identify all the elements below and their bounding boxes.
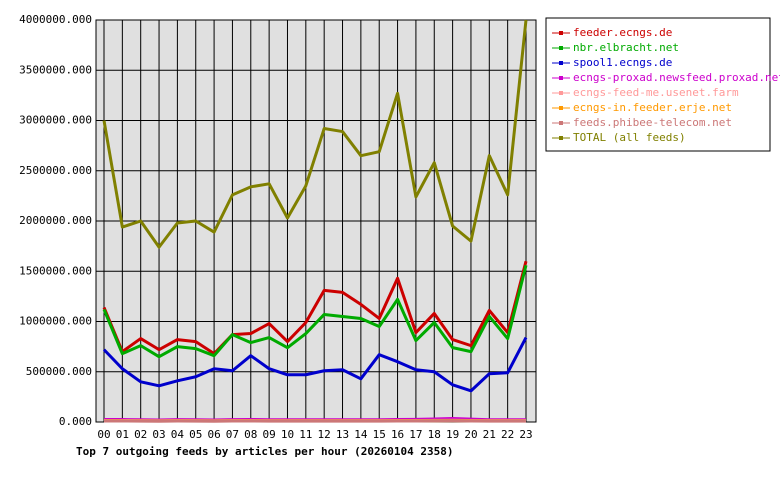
legend-label: TOTAL (all feeds) [573,131,686,144]
legend-marker [559,31,563,35]
legend-label: feeds.phibee-telecom.net [573,116,732,129]
x-tick-label: 17 [409,428,422,441]
x-tick-label: 12 [318,428,331,441]
legend-label: spool1.ecngs.de [573,56,672,69]
legend-label: ecngs-feed-me.usenet.farm [573,86,739,99]
series-line [102,260,528,356]
x-tick-label: 10 [281,428,294,441]
x-tick-label: 06 [207,428,220,441]
x-tick-label: 08 [244,428,257,441]
legend-marker [559,136,563,140]
y-tick-label: 3000000.000 [19,114,92,127]
y-tick-label: 4000000.000 [19,13,92,26]
x-tick-label: 22 [501,428,514,441]
x-tick-label: 20 [464,428,477,441]
x-tick-label: 04 [171,428,185,441]
legend-marker [559,46,563,50]
legend-marker [559,106,563,110]
legend-label: ecngs-proxad.newsfeed.proxad.net [573,71,780,84]
legend-marker [559,121,563,125]
series-line [102,19,528,249]
x-tick-label: 18 [428,428,441,441]
x-tick-label: 02 [134,428,147,441]
y-tick-label: 500000.000 [26,365,92,378]
x-tick-label: 21 [483,428,496,441]
legend-label: ecngs-in.feeder.erje.net [573,101,732,114]
legend-box [545,17,771,152]
x-tick-label: 09 [263,428,276,441]
x-tick-label: 05 [189,428,202,441]
y-tick-label: 1500000.000 [19,264,92,277]
legend-marker [559,91,563,95]
legend-marker [559,76,563,80]
x-tick-label: 13 [336,428,349,441]
y-tick-label: 0.000 [59,415,92,428]
y-tick-label: 1000000.000 [19,315,92,328]
x-tick-label: 03 [152,428,165,441]
legend-label: feeder.ecngs.de [573,26,672,39]
legend-label: nbr.elbracht.net [573,41,679,54]
x-tick-label: 16 [391,428,404,441]
x-tick-label: 15 [373,428,386,441]
y-tick-label: 2500000.000 [19,164,92,177]
x-tick-label: 14 [354,428,368,441]
chart-title: Top 7 outgoing feeds by articles per hou… [76,445,454,458]
x-tick-label: 07 [226,428,239,441]
y-tick-label: 2000000.000 [19,214,92,227]
x-tick-label: 11 [299,428,312,441]
y-tick-label: 3500000.000 [19,63,92,76]
series-line [102,264,528,359]
series-line [102,336,528,393]
legend-marker [559,61,563,65]
x-tick-label: 00 [97,428,110,441]
x-tick-label: 19 [446,428,459,441]
x-tick-label: 23 [519,428,532,441]
x-tick-label: 01 [116,428,129,441]
